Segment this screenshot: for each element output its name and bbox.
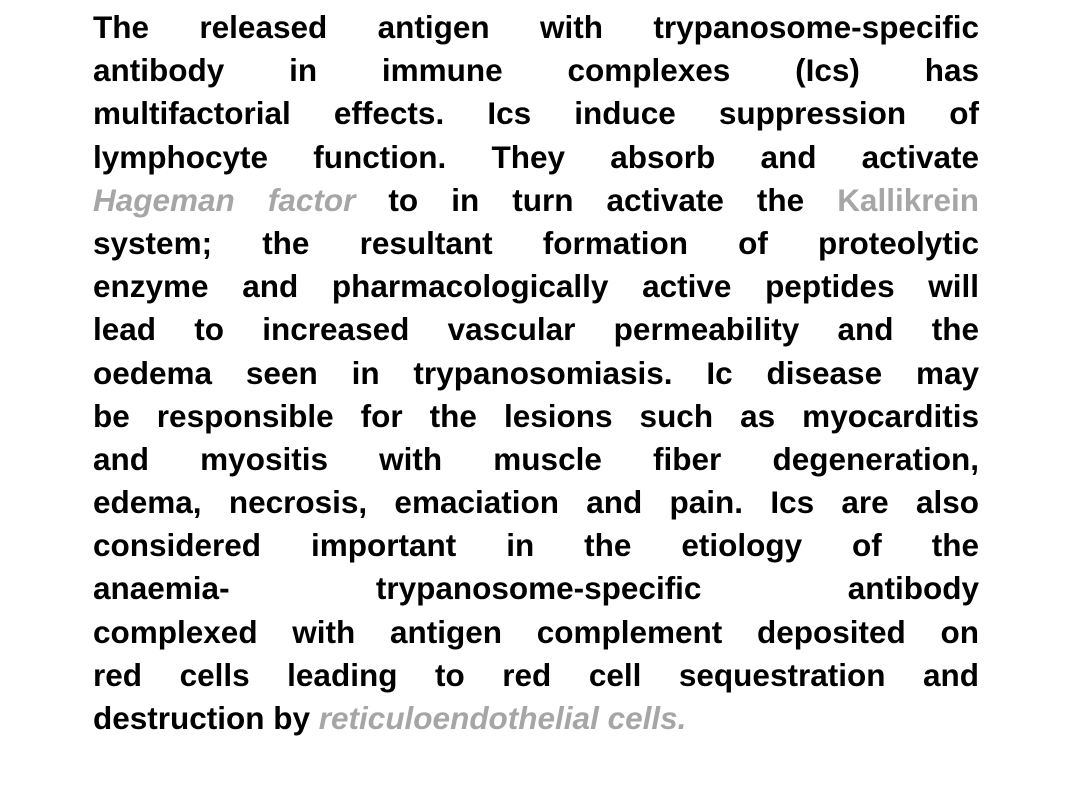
text-line-1: The released antigen with trypanosome-sp… xyxy=(93,9,979,45)
text-line-6: system; the resultant formation of prote… xyxy=(93,224,979,261)
text-line-14: anaemia- trypanosome-specific antibody xyxy=(93,570,979,607)
text-line-9: oedema seen in trypanosomiasis. Ic disea… xyxy=(93,354,979,391)
text-line-17: destruction by reticuloendothelial cells… xyxy=(93,697,979,740)
text-line-17-lead: destruction by xyxy=(93,700,319,736)
term-reticuloendothelial-cells: reticuloendothelial cells. xyxy=(318,700,687,736)
text-line-5-middle: to in turn activate the xyxy=(355,181,838,218)
text-line-8: lead to increased vascular permeability … xyxy=(93,311,979,348)
text-line-11: and myositis with muscle fiber degenerat… xyxy=(93,440,979,477)
text-line-16: red cells leading to red cell sequestrat… xyxy=(93,656,979,693)
text-line-12: edema, necrosis, emaciation and pain. Ic… xyxy=(93,484,979,521)
text-line-2: antibody in immune complexes (Ics) has xyxy=(93,52,979,89)
text-line-15: complexed with antigen complement deposi… xyxy=(93,613,979,650)
text-line-4: lymphocyte function. They absorb and act… xyxy=(93,138,979,175)
text-line-3: multifactorial effects. Ics induce suppr… xyxy=(93,95,979,132)
term-kallikrein: Kallikrein xyxy=(837,181,979,218)
text-line-10: be responsible for the lesions such as m… xyxy=(93,397,979,434)
text-line-5: Hageman factor to in turn activate the K… xyxy=(93,179,979,222)
text-line-13: considered important in the etiology of … xyxy=(93,527,979,564)
text-line-7: enzyme and pharmacologically active pept… xyxy=(93,268,979,305)
body-paragraph: The released antigen with trypanosome-sp… xyxy=(93,6,979,740)
term-hageman-factor: Hageman factor xyxy=(93,181,356,218)
